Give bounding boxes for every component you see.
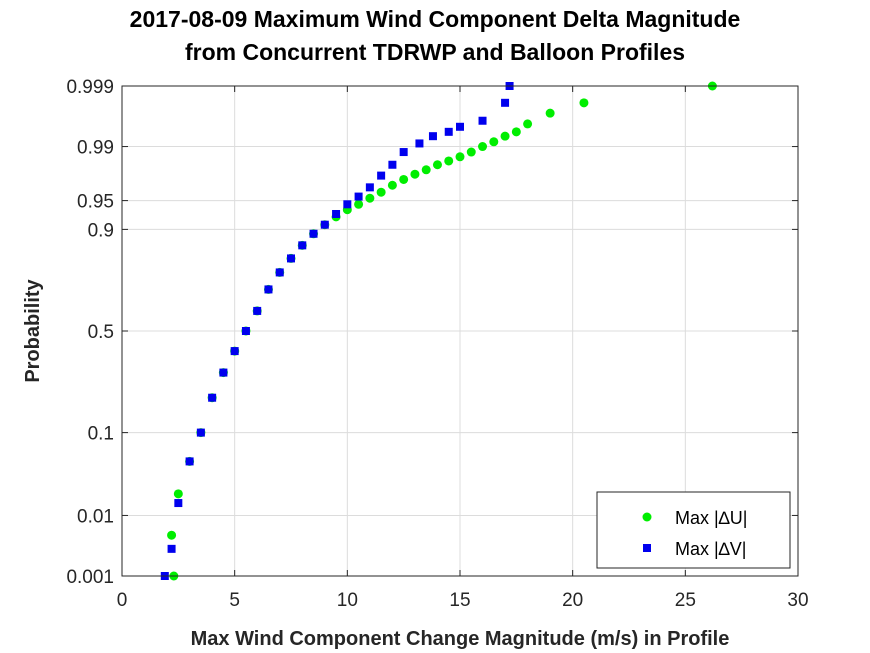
data-point (167, 530, 177, 540)
y-tick-label: 0.999 (66, 77, 114, 98)
data-point (456, 122, 464, 131)
data-point (511, 127, 521, 137)
legend-label-dv: Max |∆V| (675, 539, 746, 559)
x-axis-ticks: 0 5 10 15 20 25 30 (117, 86, 809, 611)
data-point (444, 156, 454, 166)
y-tick-label: 0.001 (66, 567, 114, 588)
data-point (365, 193, 375, 203)
chart-subtitle: from Concurrent TDRWP and Balloon Profil… (184, 39, 686, 65)
legend: Max |∆U| Max |∆V| (596, 491, 791, 569)
y-tick-label: 0.99 (77, 138, 114, 159)
data-point (415, 139, 424, 148)
data-point (253, 306, 262, 315)
data-point (421, 165, 431, 175)
data-point (489, 137, 499, 147)
data-point (501, 98, 510, 107)
data-point (196, 428, 205, 437)
x-tick-label: 25 (675, 590, 696, 611)
data-point (399, 148, 408, 157)
chart-title: 2017-08-09 Maximum Wind Component Delta … (129, 6, 741, 32)
y-axis-ticks: 0.001 0.01 0.1 0.5 0.9 0.95 0.99 0.999 (66, 77, 798, 588)
y-tick-label: 0.95 (77, 192, 114, 213)
data-point (320, 220, 329, 229)
data-point (410, 169, 420, 179)
data-point (478, 116, 487, 125)
data-point (365, 183, 374, 192)
data-point (287, 254, 295, 263)
data-point (298, 241, 307, 250)
data-point (343, 200, 352, 209)
data-point (444, 127, 453, 136)
data-point (185, 457, 194, 466)
legend-marker-du (642, 512, 652, 522)
y-tick-label: 0.1 (88, 424, 114, 445)
x-tick-label: 15 (449, 590, 470, 611)
data-series (160, 81, 717, 581)
data-point (332, 209, 341, 218)
data-point (466, 147, 476, 157)
data-point (174, 499, 183, 508)
data-point (478, 142, 488, 152)
data-point (219, 368, 228, 377)
data-point (455, 152, 465, 162)
data-point (387, 180, 397, 190)
y-tick-label: 0.5 (88, 322, 114, 343)
data-point (230, 347, 239, 356)
x-tick-label: 5 (229, 590, 240, 611)
data-point (173, 489, 183, 499)
y-tick-label: 0.01 (77, 506, 114, 527)
series-dv (160, 82, 514, 580)
data-point (399, 174, 409, 184)
x-tick-label: 0 (117, 590, 128, 611)
data-point (388, 160, 397, 169)
data-point (500, 131, 510, 141)
x-tick-label: 10 (337, 590, 358, 611)
data-point (354, 192, 363, 201)
data-point (428, 132, 437, 141)
data-point (275, 268, 284, 277)
data-point (523, 119, 533, 129)
data-point (167, 544, 176, 553)
y-axis-label: Probability (22, 278, 44, 382)
legend-box (596, 491, 791, 569)
data-point (264, 285, 273, 294)
y-tick-label: 0.9 (88, 220, 114, 241)
data-point (579, 98, 589, 108)
data-point (377, 171, 386, 180)
data-point (432, 160, 442, 170)
x-tick-label: 20 (562, 590, 583, 611)
data-point (241, 327, 250, 335)
data-point (545, 108, 555, 118)
data-point (376, 187, 386, 197)
data-point (208, 393, 217, 402)
x-axis-label: Max Wind Component Change Magnitude (m/s… (191, 628, 730, 650)
data-point (309, 229, 318, 238)
x-tick-label: 30 (787, 590, 808, 611)
legend-marker-dv (643, 544, 651, 552)
data-point (354, 199, 364, 209)
legend-label-du: Max |∆U| (675, 508, 747, 528)
